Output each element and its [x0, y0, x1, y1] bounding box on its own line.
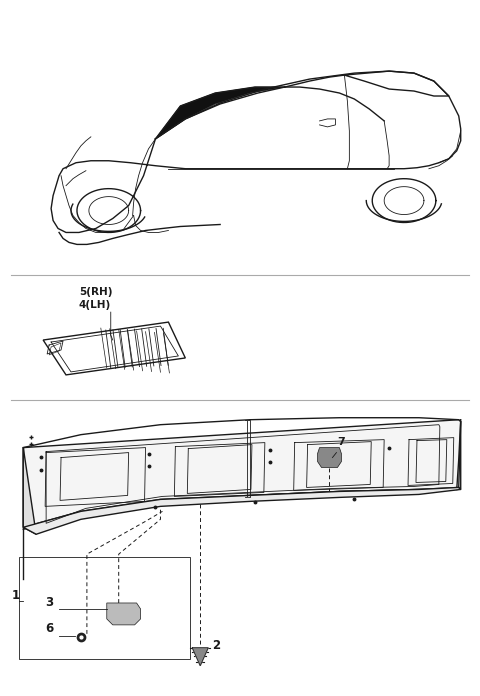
Text: 3: 3	[45, 596, 53, 609]
Polygon shape	[107, 603, 141, 625]
Text: 5(RH): 5(RH)	[79, 287, 112, 297]
Text: 4(LH): 4(LH)	[79, 300, 111, 310]
Polygon shape	[23, 448, 36, 535]
Polygon shape	[23, 420, 461, 528]
Bar	[19, 557, 190, 658]
Polygon shape	[192, 648, 208, 666]
Polygon shape	[43, 322, 185, 375]
Text: 6: 6	[45, 622, 53, 635]
Text: 1: 1	[12, 589, 20, 602]
Text: 2: 2	[212, 639, 220, 651]
Polygon shape	[23, 487, 461, 535]
Polygon shape	[318, 448, 341, 468]
Text: 7: 7	[337, 436, 345, 447]
Polygon shape	[156, 87, 285, 139]
